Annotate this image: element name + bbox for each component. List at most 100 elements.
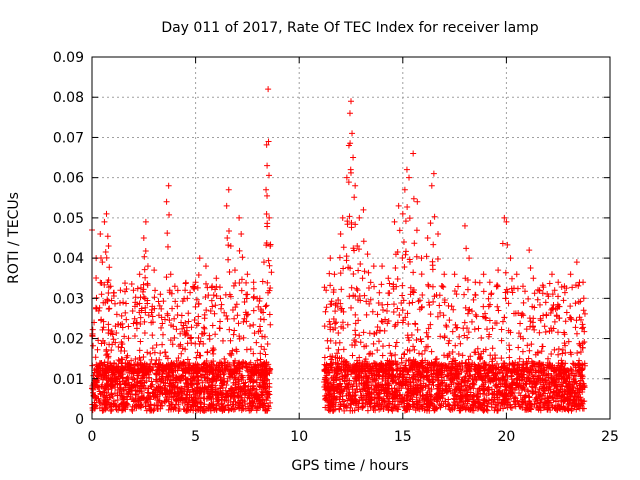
data-point — [112, 401, 119, 408]
x-tick-label: 0 — [88, 429, 97, 445]
data-point — [262, 381, 269, 388]
data-point — [105, 290, 112, 297]
data-point — [114, 397, 121, 404]
data-point — [115, 356, 122, 363]
data-point — [200, 324, 207, 331]
data-point — [219, 380, 226, 387]
data-point — [260, 361, 267, 368]
data-point — [112, 403, 119, 410]
data-point — [206, 363, 213, 370]
data-point — [224, 359, 231, 366]
data-point — [180, 366, 187, 373]
data-point — [227, 337, 234, 344]
data-point — [223, 391, 230, 398]
data-point — [234, 367, 241, 374]
data-point — [256, 361, 263, 368]
data-point — [132, 294, 139, 301]
data-point — [242, 401, 249, 408]
data-point — [241, 398, 248, 405]
data-point — [246, 323, 253, 330]
data-point — [174, 303, 181, 310]
data-point — [159, 331, 166, 338]
data-point — [228, 392, 235, 399]
data-point — [194, 373, 201, 380]
data-point — [254, 357, 261, 364]
data-point — [549, 393, 556, 400]
data-point — [133, 319, 140, 326]
data-point — [127, 393, 134, 400]
data-point — [153, 342, 160, 349]
data-point — [101, 359, 108, 366]
data-point — [209, 371, 216, 378]
data-point — [195, 376, 202, 383]
data-point — [148, 378, 155, 385]
data-point — [138, 388, 145, 395]
data-point — [229, 347, 236, 354]
data-point — [205, 383, 212, 390]
data-point — [323, 372, 330, 379]
data-point — [178, 350, 185, 357]
data-point — [98, 340, 105, 347]
data-point — [102, 365, 109, 372]
data-point — [122, 380, 129, 387]
data-point — [184, 332, 191, 339]
data-point — [572, 393, 579, 400]
data-point — [230, 379, 237, 386]
data-point — [139, 383, 146, 390]
data-point — [159, 320, 166, 327]
data-point — [263, 371, 270, 378]
data-point — [213, 283, 220, 290]
y-tick-label: 0.09 — [53, 50, 84, 66]
data-point — [140, 394, 147, 401]
data-point — [249, 366, 256, 373]
data-point — [243, 279, 250, 286]
data-point — [111, 390, 118, 397]
data-point — [210, 367, 217, 374]
data-point — [182, 279, 189, 286]
data-point — [257, 350, 264, 357]
data-point — [123, 316, 130, 323]
data-point — [137, 367, 144, 374]
data-point — [257, 376, 264, 383]
data-point — [238, 394, 245, 401]
data-point — [124, 364, 131, 371]
data-point — [137, 338, 144, 345]
data-point — [130, 320, 137, 327]
data-point — [143, 378, 150, 385]
data-point — [187, 404, 194, 411]
data-point — [192, 395, 199, 402]
data-point — [261, 346, 268, 353]
y-tick-label: 0 — [75, 412, 84, 428]
data-point — [224, 402, 231, 409]
data-point — [191, 378, 198, 385]
data-point — [266, 311, 273, 318]
data-point — [92, 354, 99, 361]
data-point — [122, 280, 129, 287]
data-point — [206, 390, 213, 397]
data-point — [120, 396, 127, 403]
data-point — [203, 386, 210, 393]
data-point — [201, 374, 208, 381]
data-point — [156, 367, 163, 374]
data-point — [123, 354, 130, 361]
data-point — [208, 400, 215, 407]
data-point — [109, 383, 116, 390]
data-point — [105, 321, 112, 328]
data-point — [216, 367, 223, 374]
data-point — [148, 406, 155, 413]
y-tick-label: 0.04 — [53, 251, 84, 267]
data-point — [256, 383, 263, 390]
data-point — [244, 394, 251, 401]
data-point — [168, 376, 175, 383]
data-point — [168, 389, 175, 396]
data-point — [463, 386, 470, 393]
data-point — [151, 402, 158, 409]
data-point — [261, 360, 268, 367]
y-tick-label: 0.03 — [53, 291, 84, 307]
data-point — [192, 365, 199, 372]
data-point — [218, 389, 225, 396]
data-point — [110, 293, 117, 300]
x-tick-label: 25 — [601, 429, 619, 445]
data-point — [107, 407, 114, 414]
data-point — [132, 355, 139, 362]
